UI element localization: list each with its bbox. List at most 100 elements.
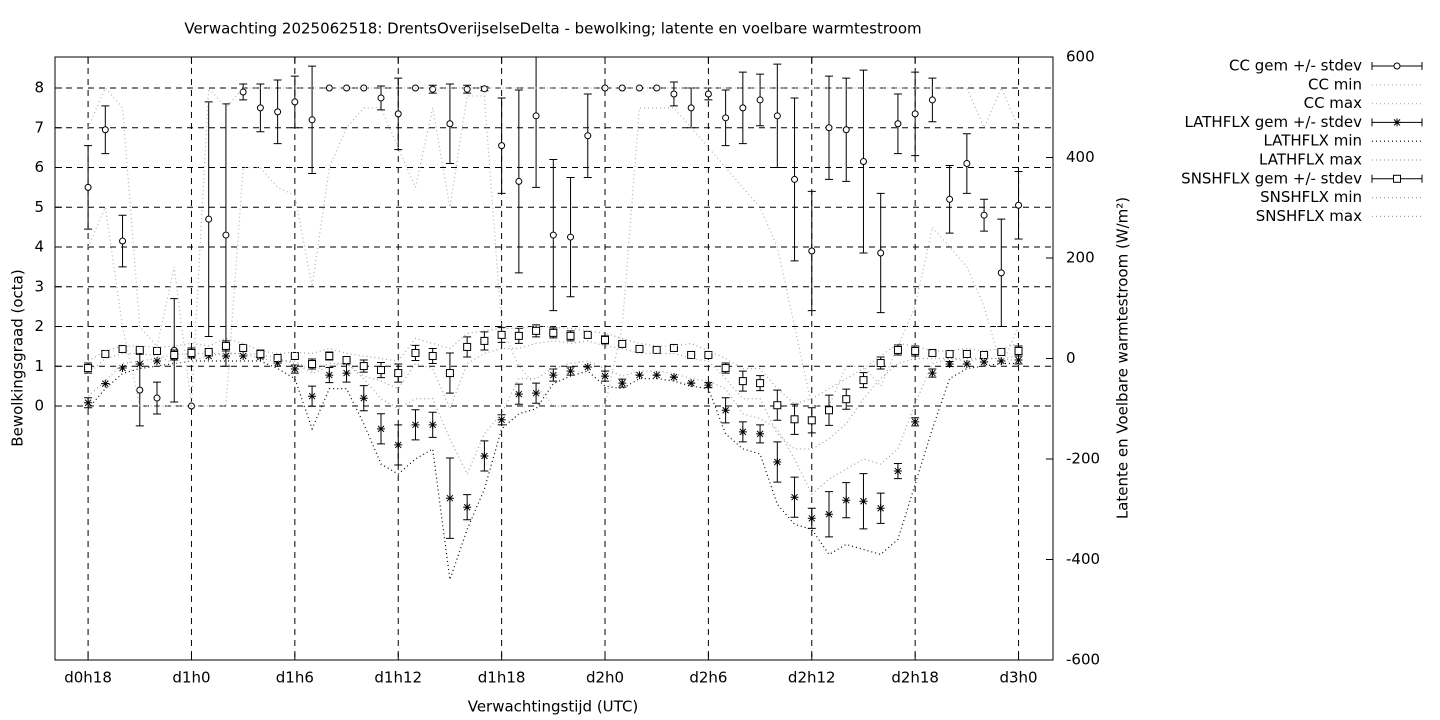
marker bbox=[221, 351, 230, 360]
marker bbox=[601, 84, 609, 92]
marker bbox=[980, 350, 989, 359]
marker bbox=[239, 351, 248, 360]
y2-tick-label: -200 bbox=[1066, 450, 1100, 468]
marker bbox=[463, 85, 471, 93]
y-axis-label: Bewolkingsgraad (octa) bbox=[9, 269, 27, 446]
marker bbox=[497, 330, 506, 339]
marker bbox=[221, 341, 230, 350]
legend-marker bbox=[1393, 118, 1401, 127]
y-tick-label: 3 bbox=[34, 277, 44, 295]
x-tick-label: d2h6 bbox=[689, 669, 727, 687]
y2-tick-label: -600 bbox=[1066, 651, 1100, 669]
marker bbox=[997, 347, 1006, 356]
marker bbox=[980, 358, 989, 367]
marker bbox=[653, 84, 661, 92]
marker bbox=[997, 269, 1005, 277]
marker bbox=[842, 496, 851, 505]
plot-area bbox=[84, 57, 1023, 580]
marker bbox=[428, 351, 437, 360]
marker bbox=[101, 349, 110, 358]
marker bbox=[1014, 356, 1023, 365]
marker bbox=[601, 372, 610, 381]
marker bbox=[532, 326, 541, 335]
marker bbox=[618, 339, 627, 348]
marker bbox=[807, 416, 816, 425]
marker bbox=[514, 331, 523, 340]
marker bbox=[808, 247, 816, 255]
marker bbox=[84, 183, 92, 191]
marker bbox=[911, 346, 920, 355]
marker bbox=[583, 330, 592, 339]
legend-label: LATHFLX max bbox=[1259, 151, 1362, 169]
marker bbox=[377, 366, 386, 375]
marker bbox=[893, 345, 902, 354]
marker bbox=[239, 343, 248, 352]
marker bbox=[532, 112, 540, 120]
marker bbox=[205, 215, 213, 223]
marker bbox=[101, 126, 109, 134]
marker bbox=[377, 424, 386, 433]
marker bbox=[342, 356, 351, 365]
marker bbox=[497, 415, 506, 424]
x-tick-label: d1h18 bbox=[478, 669, 526, 687]
y-tick-label: 7 bbox=[34, 118, 44, 136]
legend-marker bbox=[1393, 62, 1401, 70]
marker bbox=[256, 104, 264, 112]
legend-label: SNSHFLX min bbox=[1260, 188, 1362, 206]
marker bbox=[204, 351, 213, 360]
marker bbox=[325, 351, 334, 360]
grid bbox=[55, 56, 1053, 661]
marker bbox=[962, 360, 971, 369]
marker bbox=[119, 237, 127, 245]
marker bbox=[549, 328, 558, 337]
marker bbox=[1015, 201, 1023, 209]
marker bbox=[567, 233, 575, 241]
marker bbox=[290, 351, 299, 360]
marker bbox=[273, 353, 282, 362]
range-line bbox=[87, 360, 1019, 580]
marker bbox=[359, 362, 368, 371]
marker bbox=[859, 497, 868, 506]
marker bbox=[652, 371, 661, 380]
range-line bbox=[87, 340, 1019, 450]
marker bbox=[377, 94, 385, 102]
y-tick-label: 4 bbox=[34, 238, 44, 256]
marker bbox=[790, 415, 799, 424]
legend-marker bbox=[1393, 174, 1401, 183]
marker bbox=[566, 331, 575, 340]
marker bbox=[445, 369, 454, 378]
marker bbox=[756, 379, 765, 388]
marker bbox=[84, 398, 93, 407]
y-tick-label: 0 bbox=[34, 397, 44, 415]
y-tick-label: 2 bbox=[34, 317, 44, 335]
marker bbox=[842, 126, 850, 134]
marker bbox=[687, 379, 696, 388]
marker bbox=[721, 364, 730, 373]
marker bbox=[394, 440, 403, 449]
marker bbox=[722, 114, 730, 122]
marker bbox=[428, 420, 437, 429]
legend-label: SNSHFLX gem +/- stdev bbox=[1181, 169, 1362, 187]
legend-label: CC min bbox=[1308, 75, 1362, 93]
marker bbox=[170, 350, 179, 359]
y2-tick-label: -400 bbox=[1066, 550, 1100, 568]
legend-label: CC max bbox=[1304, 94, 1363, 112]
marker bbox=[135, 360, 144, 369]
marker bbox=[463, 503, 472, 512]
marker bbox=[187, 348, 196, 357]
marker bbox=[532, 389, 541, 398]
marker bbox=[807, 514, 816, 523]
y2-tick-label: 0 bbox=[1066, 349, 1076, 367]
marker bbox=[687, 104, 695, 112]
x-tick-label: d0h18 bbox=[64, 669, 112, 687]
x-tick-label: d2h18 bbox=[891, 669, 939, 687]
marker bbox=[463, 342, 472, 351]
marker bbox=[963, 160, 971, 168]
x-tick-label: d2h0 bbox=[586, 669, 624, 687]
marker bbox=[739, 104, 747, 112]
legend-label: SNSHFLX max bbox=[1256, 207, 1362, 225]
marker bbox=[153, 357, 162, 366]
marker bbox=[704, 381, 713, 390]
